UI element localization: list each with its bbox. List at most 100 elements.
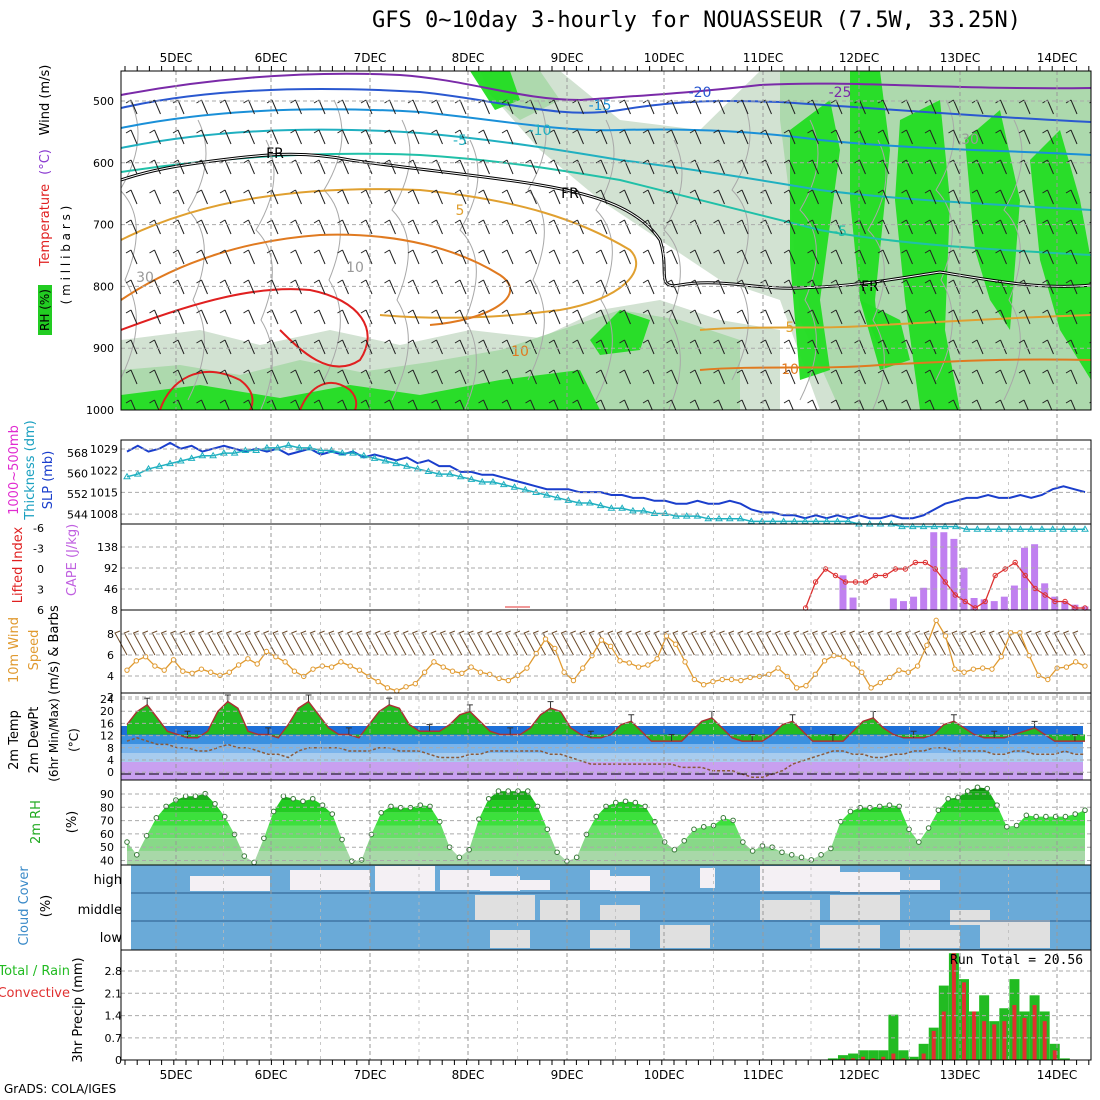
rh2m-band: [127, 812, 1085, 826]
wind-barb: [877, 339, 890, 355]
wind-barb: [666, 129, 678, 145]
wind-barb: [454, 219, 467, 235]
wind-barb: [995, 369, 1007, 385]
rh2m-marker: [1082, 807, 1088, 814]
rh2m-marker: [1013, 822, 1020, 829]
slp-tick: 1029: [90, 443, 118, 456]
wind-barb: [1018, 339, 1031, 355]
precip-convective-bar: [881, 1056, 886, 1060]
thickness-marker: [1027, 525, 1036, 532]
precip-total-bar: [908, 1056, 919, 1060]
wind-barb: [196, 159, 208, 175]
wind-barb: [948, 279, 960, 295]
wind-barb-10m: [756, 630, 770, 656]
rh2m-marker: [1062, 813, 1069, 820]
wind-barb-10m: [542, 630, 556, 656]
cloud-clear-block: [980, 920, 1050, 948]
wind-barb: [360, 309, 373, 325]
wind-barb: [901, 399, 912, 410]
wind-barb: [290, 279, 302, 295]
wind-barb-10m: [1062, 630, 1077, 656]
wind-barb: [313, 399, 324, 410]
wind-barb: [149, 249, 161, 265]
wind-barb: [760, 129, 772, 145]
wind-barb: [172, 279, 185, 295]
wind-barb-10m: [681, 630, 695, 656]
cloud-clear-block: [190, 876, 220, 891]
thickness-marker: [995, 525, 1003, 532]
cloud-clear-block: [520, 880, 550, 890]
thickness-marker: [585, 499, 594, 506]
thickness-marker: [381, 457, 390, 464]
wind-barb: [149, 129, 161, 145]
thickness-marker: [941, 522, 949, 530]
wind-speed-marker: [152, 663, 158, 669]
thickness-marker: [252, 446, 261, 453]
lifted-tick: 0: [37, 563, 44, 576]
wind-barb: [454, 309, 467, 325]
rh2m-marker: [974, 784, 981, 791]
wind-barb: [1042, 219, 1054, 235]
wind-barb: [337, 129, 349, 145]
rh-shade-green: [590, 310, 650, 355]
rh2m-marker: [309, 795, 316, 802]
wind-speed-marker: [700, 682, 707, 688]
ylabel-thickness-b: Thickness (dm): [23, 420, 38, 520]
wind-speed-marker: [328, 664, 335, 670]
temp-tick: 20: [100, 705, 114, 718]
wind-speed-marker: [180, 668, 186, 674]
wind-barb: [196, 309, 208, 325]
wind-barb-10m: [997, 630, 1012, 656]
wind-barb-10m: [607, 630, 621, 656]
rh2m-marker: [994, 802, 1000, 808]
rh2m-marker: [358, 857, 365, 863]
wind-speed-marker: [273, 653, 279, 660]
wind-speed-marker: [831, 652, 837, 659]
wind-barb-10m: [114, 630, 128, 656]
wind-speed-marker: [682, 659, 688, 665]
wind-barb: [760, 249, 772, 265]
wind-barb: [525, 159, 537, 175]
wind-barb: [219, 399, 230, 410]
wind-barb: [854, 249, 866, 265]
wind-barb: [830, 249, 843, 265]
wind-barb-10m: [672, 630, 686, 656]
wind-barb-10m: [393, 630, 407, 656]
wind-barb: [454, 399, 465, 410]
rh2m-marker: [700, 823, 707, 830]
thickness-marker: [779, 517, 788, 524]
wind-barb: [760, 339, 772, 355]
temperature-contour: [121, 288, 369, 368]
wind-speed-marker: [691, 676, 698, 683]
temperature-contour: [121, 233, 512, 326]
rh-contour: [595, 119, 615, 401]
wind-barb: [1018, 309, 1031, 325]
wind-barb: [478, 219, 490, 235]
rh2m-marker: [329, 811, 336, 817]
wind-barb: [572, 369, 584, 385]
wind-speed-marker: [338, 659, 344, 665]
wind-barb: [642, 219, 655, 235]
wind-barb: [266, 249, 279, 265]
wind-barb: [736, 339, 749, 355]
wind-barb-10m: [486, 630, 500, 656]
date-label-bottom: 14DEC: [1037, 1068, 1077, 1082]
wind-barb: [454, 369, 467, 385]
temp-line: [126, 700, 1085, 742]
rh2m-marker: [603, 803, 609, 810]
wind-barb: [337, 279, 349, 295]
cape-tick: 92: [104, 562, 118, 575]
wind-barb: [1018, 249, 1031, 265]
thickness-marker: [898, 522, 906, 530]
rh2m-band: [127, 838, 1085, 851]
wind-barb: [619, 279, 631, 295]
wind-barb: [948, 189, 960, 205]
contour-label: 5: [786, 320, 795, 336]
wind-barb: [501, 249, 514, 265]
date-label-bottom: 10DEC: [644, 1068, 684, 1082]
rh2m-marker: [622, 798, 629, 805]
wind-tick: 8: [107, 628, 114, 641]
wind-barb-10m: [728, 630, 742, 656]
grads-credit: GrADS: COLA/IGES: [4, 1082, 117, 1096]
cloud-clear-block: [475, 895, 535, 920]
